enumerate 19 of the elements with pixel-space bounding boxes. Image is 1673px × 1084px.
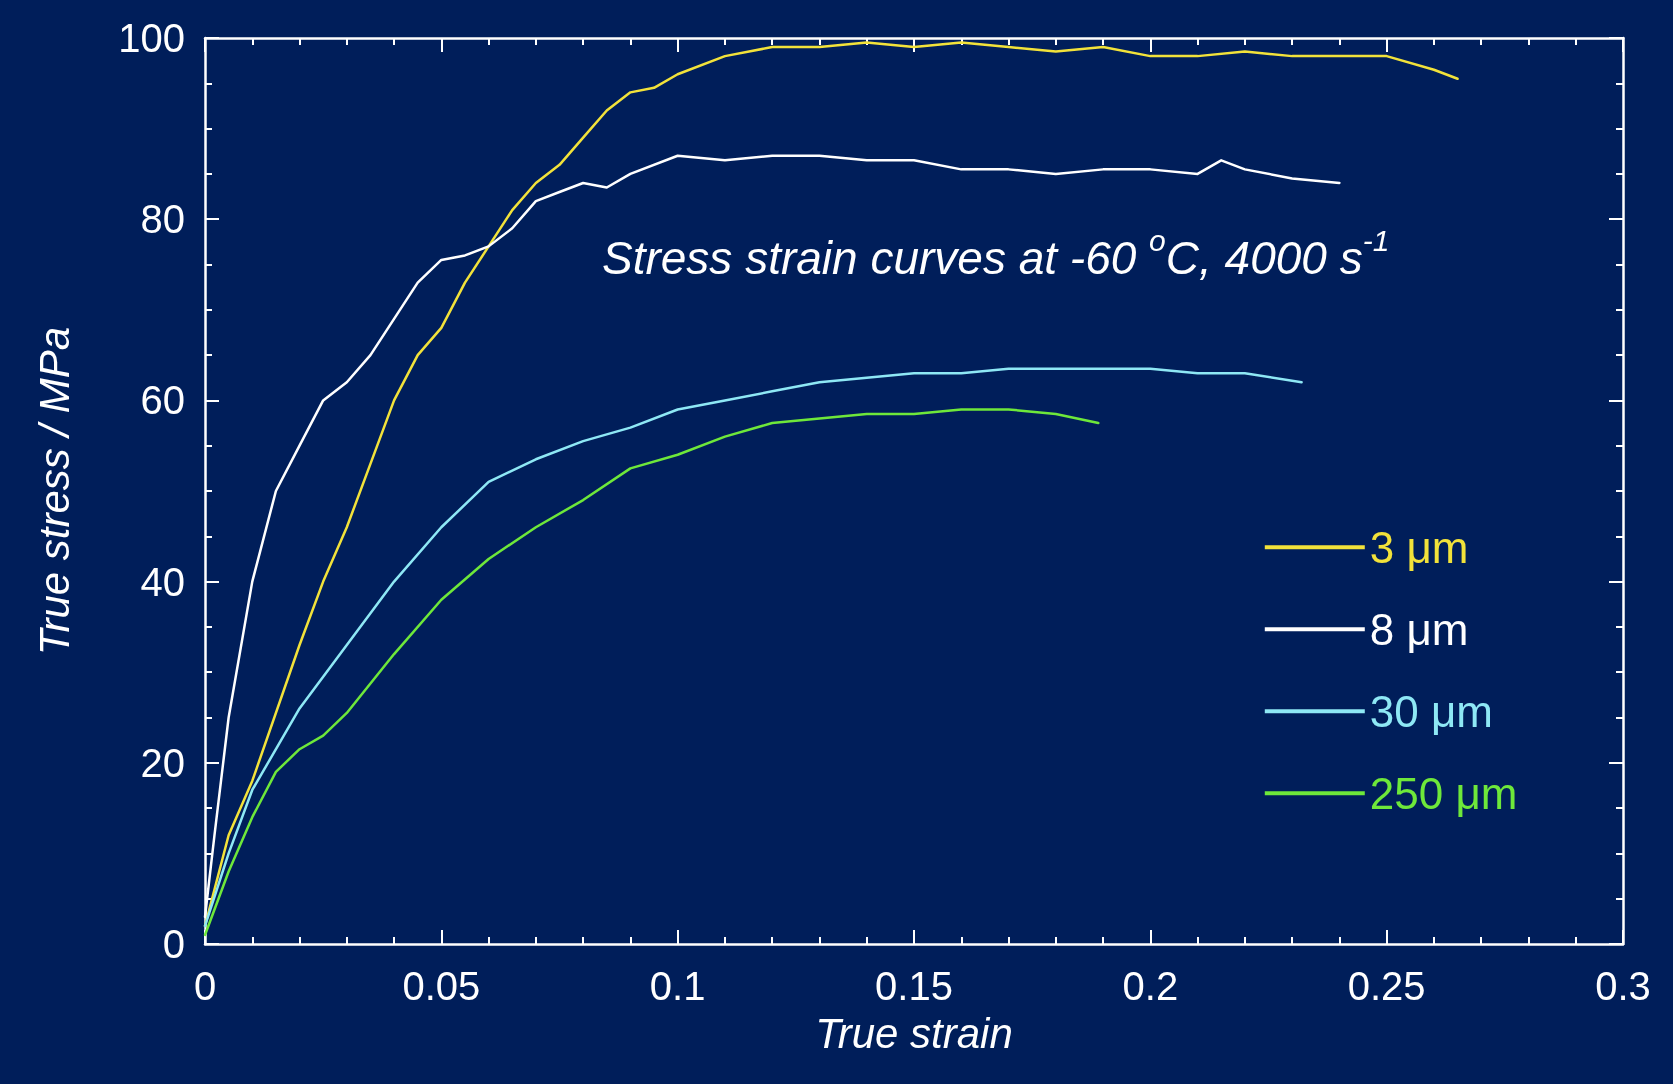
x-axis-title: True strain — [815, 1009, 1013, 1057]
legend-label: 3 μm — [1369, 522, 1469, 572]
x-tick-label: 0.05 — [402, 964, 481, 1008]
y-tick-label: 20 — [140, 740, 185, 785]
x-tick-label: 0.15 — [875, 964, 953, 1008]
x-tick-label: 0.2 — [1122, 964, 1179, 1008]
y-tick-label: 40 — [140, 559, 185, 604]
y-tick-label: 60 — [140, 378, 185, 423]
legend-label: 8 μm — [1369, 604, 1469, 654]
x-tick-label: 0.3 — [1595, 964, 1651, 1008]
x-tick-label: 0 — [193, 964, 217, 1008]
x-tick-label: 0.25 — [1347, 964, 1426, 1008]
legend-label: 250 μm — [1369, 768, 1518, 818]
y-tick-label: 100 — [118, 16, 185, 60]
y-tick-label: 0 — [162, 922, 185, 966]
y-tick-label: 80 — [140, 197, 185, 242]
legend-label: 30 μm — [1369, 686, 1493, 736]
x-tick-label: 0.1 — [649, 964, 706, 1008]
y-axis-title: True stress / MPa — [30, 326, 78, 656]
